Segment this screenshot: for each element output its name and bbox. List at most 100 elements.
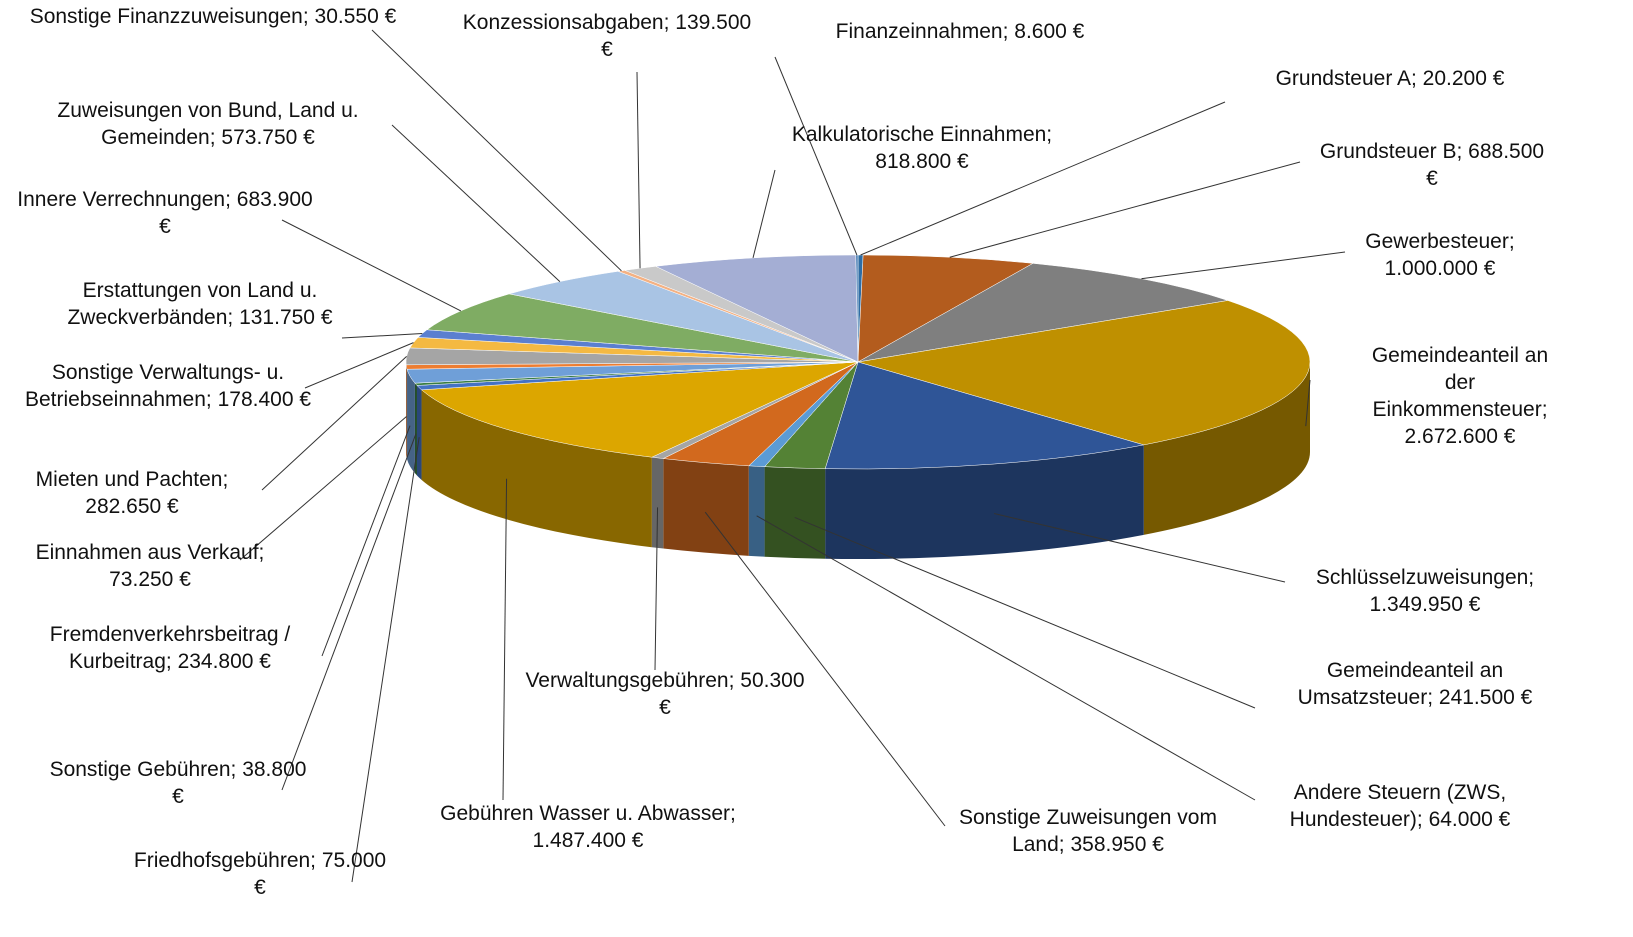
- leader-line: [371, 29, 622, 272]
- data-label: Grundsteuer B; 688.500 €: [1317, 138, 1547, 192]
- slice: [420, 361, 859, 458]
- value-label: 139.500 €: [601, 11, 752, 61]
- data-label: Erstattungen von Land u. Zweckverbänden;…: [20, 277, 380, 331]
- leader-line: [261, 355, 407, 491]
- value-label: 38.800 €: [172, 758, 307, 808]
- category-label: Grundsteuer A;: [1275, 67, 1417, 90]
- slice-side: [416, 385, 422, 480]
- slice: [857, 263, 1228, 363]
- value-label: 683.900 €: [159, 188, 313, 238]
- slice-side: [406, 364, 408, 460]
- category-label: Grundsteuer B;: [1319, 140, 1463, 163]
- value-label: 1.000.000 €: [1384, 257, 1496, 280]
- slice-side: [407, 369, 415, 474]
- data-label: Verwaltungsgebühren; 50.300 €: [520, 667, 810, 721]
- category-label: Sonstige Finanzzuweisungen;: [29, 5, 309, 28]
- value-label: 30.550 €: [314, 5, 397, 28]
- category-label: Kalkulatorische Einnahmen;: [791, 123, 1053, 146]
- category-label: Gebühren Wasser u. Abwasser;: [440, 802, 736, 825]
- category-label: Sonstige Zuweisungen vom Land;: [959, 806, 1217, 856]
- data-label: Sonstige Gebühren; 38.800 €: [48, 756, 308, 810]
- data-label: Sonstige Zuweisungen vom Land; 358.950 €: [943, 804, 1233, 858]
- category-label: Sonstige Verwaltungs- u. Betriebseinnahm…: [24, 361, 285, 411]
- data-label: Zuweisungen von Bund, Land u. Gemeinden;…: [8, 97, 408, 151]
- value-label: 241.500 €: [1438, 686, 1533, 709]
- category-label: Finanzeinnahmen;: [835, 20, 1009, 43]
- slice-side: [748, 465, 765, 557]
- value-label: 358.950 €: [1070, 833, 1164, 856]
- slice-side: [1143, 362, 1310, 535]
- data-label: Fremdenverkehrsbeitrag / Kurbeitrag; 234…: [5, 621, 335, 675]
- data-label: Friedhofsgebühren; 75.000 €: [130, 847, 390, 901]
- leader-line: [752, 169, 776, 259]
- leader-line: [993, 513, 1286, 583]
- data-label: Mieten und Pachten; 282.650 €: [2, 466, 262, 520]
- value-label: 818.800 €: [875, 150, 969, 173]
- slice-side: [663, 458, 749, 556]
- leader-line: [351, 437, 420, 883]
- data-label: Sonstige Finanzzuweisungen; 30.550 €: [23, 3, 403, 30]
- leader-line: [654, 507, 659, 671]
- leader-line: [636, 71, 641, 269]
- category-label: Innere Verrechnungen;: [17, 188, 231, 211]
- value-label: 178.400 €: [217, 388, 312, 411]
- category-label: Gemeindeanteil an der Einkommensteuer;: [1371, 344, 1549, 421]
- value-label: 50.300 €: [659, 669, 805, 719]
- category-label: Gewerbesteuer;: [1365, 230, 1515, 253]
- leader-line: [949, 161, 1301, 258]
- value-label: 73.250 €: [109, 568, 191, 591]
- leader-line: [502, 478, 508, 801]
- value-label: 2.672.600 €: [1404, 425, 1516, 448]
- data-label: Einnahmen aus Verkauf; 73.250 €: [35, 539, 265, 593]
- value-label: 1.487.400 €: [532, 829, 644, 852]
- data-label: Finanzeinnahmen; 8.600 €: [800, 18, 1120, 45]
- slice-side: [421, 389, 652, 548]
- category-label: Erstattungen von Land u. Zweckverbänden;: [67, 279, 318, 329]
- slice-side: [764, 466, 826, 559]
- data-label: Andere Steuern (ZWS, Hundesteuer); 64.00…: [1250, 779, 1550, 833]
- leader-line: [281, 433, 417, 791]
- data-label: Gemeindeanteil an Umsatzsteuer; 241.500 …: [1265, 657, 1565, 711]
- data-label: Konzessionsabgaben; 139.500 €: [457, 9, 757, 63]
- slice: [857, 300, 1311, 446]
- value-label: 282.650 €: [85, 495, 179, 518]
- leader-line: [1141, 251, 1346, 280]
- leader-line: [704, 511, 946, 827]
- leader-line: [239, 416, 407, 561]
- leader-line: [1305, 379, 1311, 427]
- data-label: Schlüsselzuweisungen; 1.349.950 €: [1275, 564, 1575, 618]
- data-label: Kalkulatorische Einnahmen; 818.800 €: [782, 121, 1062, 175]
- value-label: 64.000 €: [1428, 808, 1511, 831]
- data-label: Gemeindeanteil an der Einkommensteuer; 2…: [1358, 342, 1563, 450]
- slice: [509, 271, 859, 363]
- leader-line: [794, 516, 1256, 709]
- category-label: Mieten und Pachten;: [35, 468, 229, 491]
- category-label: Konzessionsabgaben;: [462, 11, 670, 34]
- category-label: Friedhofsgebühren;: [133, 849, 317, 872]
- value-label: 573.750 €: [221, 126, 315, 149]
- value-label: 234.800 €: [177, 650, 271, 673]
- value-label: 8.600 €: [1014, 20, 1085, 43]
- value-label: 75.000 €: [254, 849, 387, 899]
- value-label: 20.200 €: [1422, 67, 1505, 90]
- slice: [824, 361, 1144, 470]
- leader-line: [341, 333, 423, 339]
- leader-line: [860, 101, 1226, 256]
- data-label: Grundsteuer A; 20.200 €: [1230, 65, 1550, 92]
- category-label: Verwaltungsgebühren;: [525, 669, 735, 692]
- slice-side: [651, 457, 664, 549]
- category-label: Schlüsselzuweisungen;: [1315, 566, 1535, 589]
- data-label: Gewerbesteuer; 1.000.000 €: [1330, 228, 1550, 282]
- leader-line: [321, 425, 411, 657]
- data-label: Gebühren Wasser u. Abwasser; 1.487.400 €: [438, 800, 738, 854]
- value-label: 1.349.950 €: [1369, 593, 1481, 616]
- leader-line: [304, 342, 414, 389]
- category-label: Gemeindeanteil an Umsatzsteuer;: [1297, 659, 1504, 709]
- category-label: Fremdenverkehrsbeitrag / Kurbeitrag;: [49, 623, 291, 673]
- category-label: Sonstige Gebühren;: [49, 758, 237, 781]
- slice: [857, 254, 1034, 363]
- leader-line: [391, 124, 561, 282]
- value-label: 131.750 €: [239, 306, 333, 329]
